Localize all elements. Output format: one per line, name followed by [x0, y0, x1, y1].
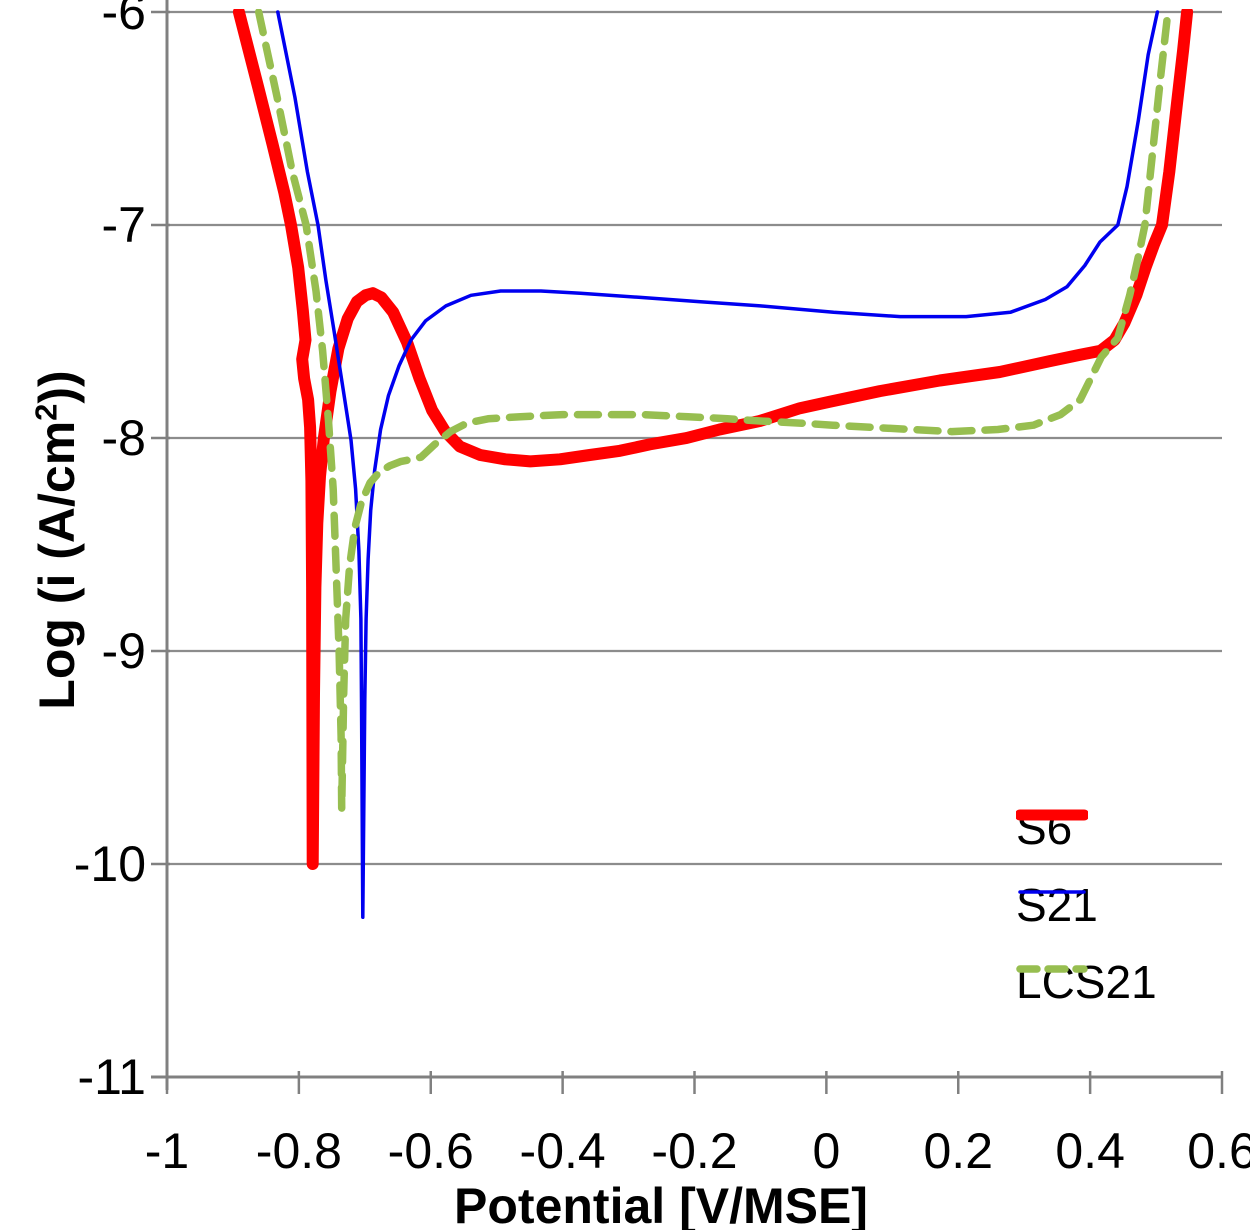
- series-line-lcs21: [254, 9, 1172, 813]
- series-line-s6: [232, 9, 1194, 870]
- series-line-s21: [276, 10, 1160, 920]
